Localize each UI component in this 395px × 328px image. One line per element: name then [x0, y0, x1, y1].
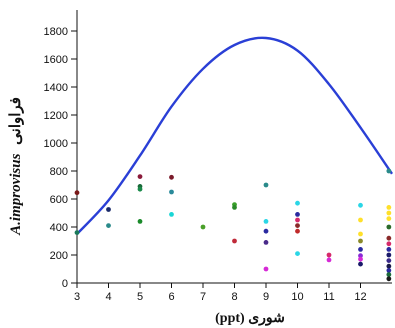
- x-tick-label: 8: [231, 291, 237, 303]
- data-point: [386, 210, 392, 216]
- x-tick-label: 5: [137, 291, 143, 303]
- data-point: [358, 217, 363, 223]
- data-point: [295, 217, 300, 223]
- y-axis-title: A.improvisus فراوانی: [8, 97, 24, 236]
- data-point: [386, 247, 392, 252]
- x-tick-label: 11: [323, 291, 334, 303]
- data-point: [386, 252, 392, 258]
- data-point: [386, 216, 392, 222]
- data-points: [74, 168, 392, 282]
- data-point: [169, 212, 174, 217]
- y-tick-label: 400: [50, 222, 68, 234]
- data-point: [326, 252, 332, 258]
- data-point: [295, 251, 300, 256]
- data-point: [386, 241, 392, 247]
- data-point: [137, 186, 143, 192]
- y-tick-label: 0: [62, 278, 68, 290]
- y-tick-label: 1400: [44, 82, 68, 94]
- data-point: [106, 223, 111, 229]
- y-ticks: 0 200 400 600 800 1000 1200 1400 1600 1800: [44, 26, 77, 290]
- data-point: [263, 266, 269, 272]
- data-point: [295, 228, 300, 234]
- data-point: [295, 223, 300, 229]
- y-axis-title-rest: فراوانی: [8, 97, 24, 145]
- data-point: [74, 190, 80, 196]
- y-tick-label: 1600: [44, 54, 68, 66]
- x-tick-label: 7: [200, 291, 206, 303]
- data-point: [263, 240, 269, 245]
- data-point: [200, 224, 206, 230]
- data-point: [169, 189, 174, 195]
- y-tick-label: 1000: [44, 138, 68, 150]
- y-tick-label: 1200: [44, 110, 68, 122]
- x-tick-label: 9: [263, 291, 269, 303]
- data-point: [358, 231, 363, 237]
- y-tick-label: 600: [50, 194, 68, 206]
- fit-curve: [76, 36, 393, 235]
- data-point: [358, 261, 363, 267]
- data-point: [263, 228, 269, 234]
- x-tick-label: 4: [105, 291, 111, 303]
- x-ticks: 3 4 5 6 7 8 9 10 11 12: [74, 283, 367, 303]
- y-tick-label: 1800: [44, 26, 68, 38]
- data-point: [358, 253, 363, 259]
- data-point: [386, 272, 392, 277]
- data-point: [232, 205, 237, 210]
- data-point: [386, 235, 392, 241]
- data-point: [74, 230, 80, 236]
- data-point: [386, 276, 392, 282]
- data-point: [358, 202, 363, 208]
- y-tick-label: 200: [50, 250, 68, 262]
- data-point: [386, 263, 392, 269]
- x-tick-label: 6: [168, 291, 174, 303]
- data-point: [106, 207, 111, 212]
- data-point: [263, 219, 269, 224]
- y-axis-title-italic: A.improvisus: [8, 153, 24, 235]
- data-point: [358, 238, 363, 244]
- data-point: [386, 268, 392, 273]
- data-point: [386, 224, 392, 230]
- x-tick-label: 3: [74, 291, 80, 303]
- x-tick-label: 12: [354, 291, 366, 303]
- data-point: [386, 168, 392, 174]
- data-point: [137, 219, 143, 224]
- data-point: [386, 205, 392, 210]
- data-point: [169, 174, 174, 180]
- data-point: [232, 238, 237, 244]
- data-point: [295, 200, 300, 206]
- data-point: [386, 258, 392, 263]
- data-point: [358, 256, 363, 262]
- data-point: [137, 174, 143, 180]
- data-point: [263, 182, 269, 188]
- x-tick-label: 10: [291, 291, 303, 303]
- data-point: [295, 212, 300, 217]
- data-point: [326, 257, 332, 263]
- x-axis-title: شوری (ppt): [215, 311, 285, 326]
- y-tick-label: 800: [50, 166, 68, 178]
- data-point: [358, 247, 363, 252]
